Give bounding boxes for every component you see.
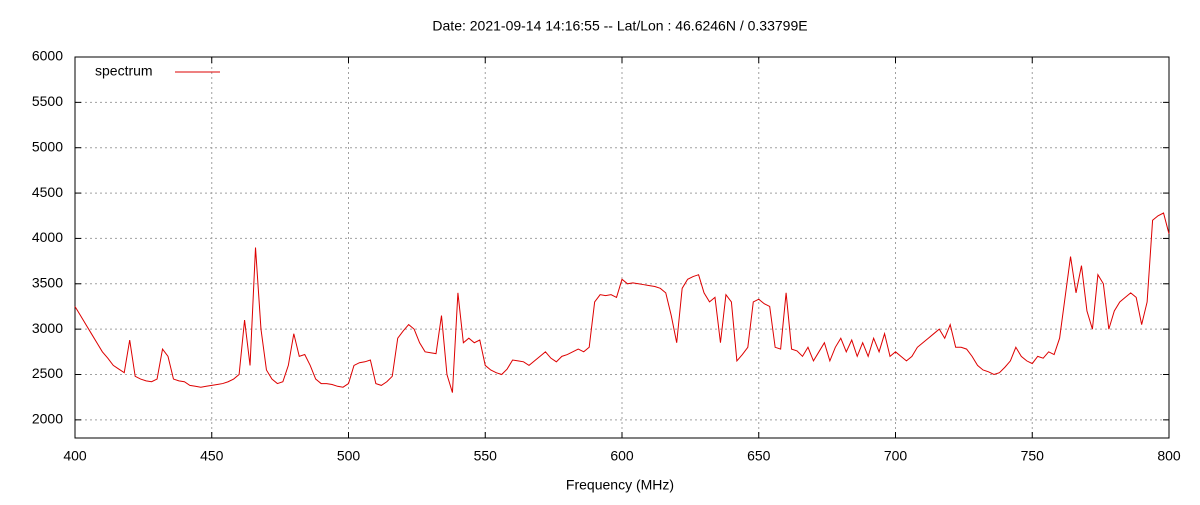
x-tick-label: 650 bbox=[747, 448, 771, 464]
x-tick-label: 800 bbox=[1157, 448, 1181, 464]
y-tick-label: 4000 bbox=[32, 229, 63, 245]
x-tick-label: 700 bbox=[884, 448, 908, 464]
legend-label: spectrum bbox=[95, 63, 153, 79]
chart-title: Date: 2021-09-14 14:16:55 -- Lat/Lon : 4… bbox=[432, 18, 807, 34]
y-tick-label: 5500 bbox=[32, 93, 63, 109]
y-tick-label: 2000 bbox=[32, 411, 63, 427]
x-tick-label: 550 bbox=[474, 448, 498, 464]
x-tick-label: 600 bbox=[610, 448, 634, 464]
y-tick-label: 3500 bbox=[32, 274, 63, 290]
x-tick-label: 450 bbox=[200, 448, 224, 464]
y-tick-label: 2500 bbox=[32, 365, 63, 381]
x-tick-label: 500 bbox=[337, 448, 361, 464]
x-axis-label: Frequency (MHz) bbox=[566, 477, 674, 493]
x-tick-label: 400 bbox=[63, 448, 87, 464]
y-tick-label: 3000 bbox=[32, 320, 63, 336]
y-tick-label: 6000 bbox=[32, 48, 63, 64]
plot-frame bbox=[74, 56, 1170, 439]
y-tick-label: 4500 bbox=[32, 184, 63, 200]
x-tick-label: 750 bbox=[1021, 448, 1045, 464]
spectrum-line bbox=[74, 212, 1170, 393]
y-tick-label: 5000 bbox=[32, 138, 63, 154]
